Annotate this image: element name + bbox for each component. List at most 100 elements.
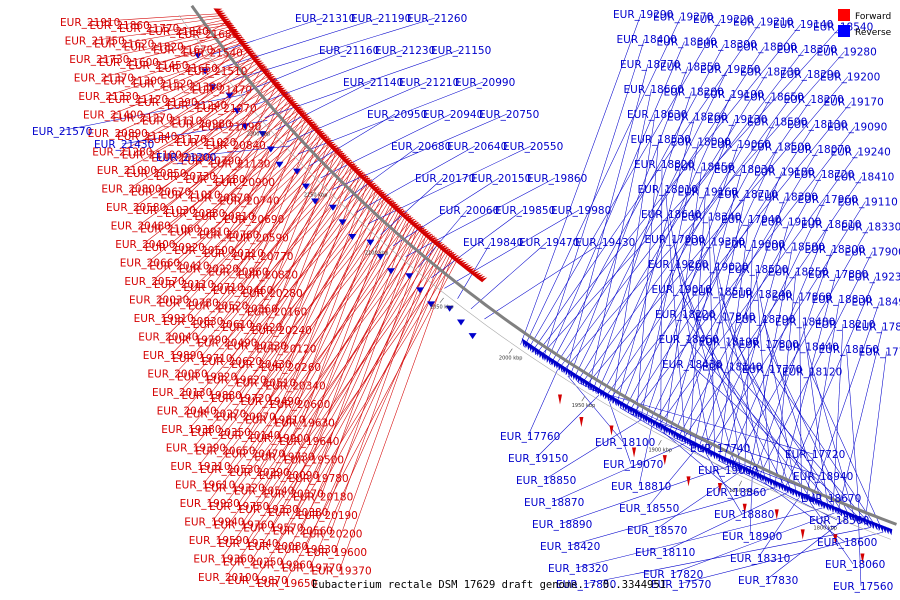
forward-gene (800, 529, 805, 540)
gene-label: EUR_19600 (307, 547, 367, 559)
gene-label: EUR_21370 (74, 73, 134, 85)
gene-label: EUR_20280 (242, 288, 302, 300)
label-connector (630, 413, 822, 477)
gene-label: EUR_18440 (779, 342, 839, 354)
label-connector (270, 234, 434, 528)
label-connector (846, 348, 861, 524)
gene-label: EUR_20900 (215, 177, 275, 189)
gene-label: EUR_21280 (92, 147, 152, 159)
genome-backbone (190, 4, 898, 526)
gene-label: EUR_18580 (765, 242, 825, 254)
gene-label: EUR_20780 (159, 298, 219, 310)
gene-label: EUR_18450 (674, 162, 734, 174)
gene-label: EUR_20610 (193, 319, 253, 331)
label-connector (718, 218, 750, 461)
gene-label: EUR_17900 (845, 247, 900, 259)
gene-label: EUR_20060 (439, 205, 499, 217)
gene-label: EUR_21230 (375, 45, 435, 57)
label-connector (275, 242, 442, 547)
gene-label: EUR_19650 (257, 578, 317, 590)
label-connector (223, 203, 398, 451)
gene-label: EUR_19750 (209, 501, 269, 513)
gene-label: EUR_18300 (805, 244, 865, 256)
label-connector (567, 375, 624, 443)
gene-label: EUR_20530 (200, 464, 260, 476)
gene-label: EUR_20430 (231, 359, 291, 371)
label-connector (672, 238, 737, 470)
gene-label: EUR_20980 (172, 119, 232, 131)
gene-label: EUR_18900 (722, 531, 782, 543)
gene-label: EUR_19930 (180, 498, 240, 510)
gene-label: EUR_20840 (206, 140, 266, 152)
reverse-gene (457, 319, 466, 326)
label-connector (203, 70, 270, 143)
gene-label: EUR_18010 (638, 184, 698, 196)
label-connector (270, 138, 331, 294)
reverse-gene (574, 372, 579, 382)
gene-label: EUR_20910 (170, 227, 230, 239)
gene-label: EUR_21840 (149, 26, 209, 38)
gene-label: EUR_18570 (627, 525, 687, 537)
label-connector (216, 239, 439, 541)
gene-label: EUR_19770 (282, 563, 342, 575)
gene-label: EUR_20490 (197, 338, 257, 350)
label-connector (188, 194, 388, 430)
gene-label: EUR_20090 (259, 470, 319, 482)
gene-label: EUR_21160 (319, 45, 379, 57)
reverse-gene (311, 198, 320, 205)
gene-label: EUR_20330 (227, 341, 287, 353)
gene-label: EUR_17570 (651, 579, 711, 591)
label-connector (584, 76, 849, 387)
label-connector (640, 141, 699, 420)
label-connector (744, 243, 753, 474)
reverse-gene (576, 374, 581, 383)
reverse-gene (427, 301, 436, 308)
gene-label: EUR_18340 (681, 212, 741, 224)
gene-label: EUR_19380 (161, 424, 221, 436)
reverse-gene (241, 123, 250, 130)
gene-label: EUR_18710 (718, 189, 778, 201)
label-connector (176, 18, 229, 32)
gene-label: EUR_18480 (775, 317, 835, 329)
gene-label: EUR_20290 (229, 467, 289, 479)
label-connector (282, 206, 401, 457)
gene-label: EUR_21330 (78, 91, 138, 103)
gene-label: EUR_17930 (645, 234, 705, 246)
label-connector (644, 143, 739, 422)
reverse-gene (545, 354, 550, 363)
label-connector (169, 60, 262, 121)
gene-label: EUR_18830 (812, 294, 872, 306)
gene-label: EUR_20170 (415, 173, 475, 185)
reverse-gene (526, 341, 531, 350)
gene-label: EUR_20560 (273, 526, 333, 538)
gene-label: EUR_18220 (655, 309, 715, 321)
label-connector (557, 48, 805, 370)
gene-label: EUR_18730 (740, 67, 800, 79)
reverse-gene (193, 52, 202, 59)
forward-gene (662, 455, 667, 466)
legend-reverse-label: Reverse (855, 28, 892, 38)
gene-label: EUR_19240 (831, 147, 891, 159)
gene-label: EUR_21020 (176, 137, 236, 149)
label-connector (165, 51, 255, 103)
gene-label: EUR_20190 (298, 510, 358, 522)
label-connector (59, 94, 245, 132)
reverse-gene (328, 204, 337, 211)
label-connector (470, 241, 548, 310)
gene-label: EUR_18520 (728, 264, 788, 276)
label-connector (224, 55, 258, 109)
gene-label: EUR_19320 (205, 483, 265, 495)
gene-label: EUR_21620 (94, 39, 154, 51)
gene-label: EUR_20380 (268, 507, 328, 519)
tick-label: 2200 kbp (247, 132, 271, 138)
label-connector (237, 81, 279, 164)
gene-label: EUR_20240 (252, 325, 312, 337)
tick-mark (439, 297, 444, 303)
forward-gene (470, 271, 480, 276)
reverse-gene (233, 108, 242, 115)
gene-label: EUR_20500 (174, 245, 234, 257)
reverse-gene (524, 339, 529, 349)
forward-gene (474, 274, 484, 280)
gene-label: EUR_18380 (758, 192, 818, 204)
